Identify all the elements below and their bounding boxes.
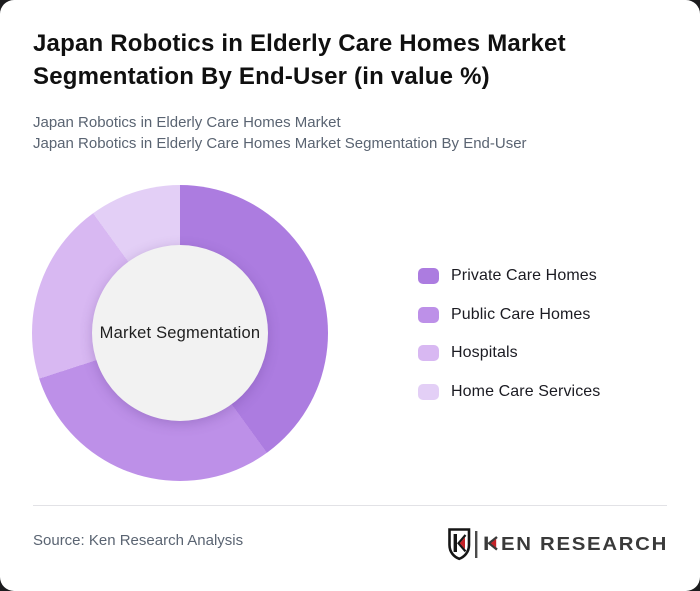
chart-legend: Private Care Homes Public Care Homes Hospi… xyxy=(418,266,600,402)
legend-item: Home Care Services xyxy=(418,382,600,402)
donut-center-label: Market Segmentation xyxy=(99,323,261,342)
legend-swatch xyxy=(418,268,439,284)
legend-label: Private Care Homes xyxy=(451,267,597,284)
logo-shield-red-triangle xyxy=(459,537,465,549)
logo-k-red-triangle xyxy=(490,539,497,548)
legend-item: Public Care Homes xyxy=(418,305,600,325)
logo-k-glyph xyxy=(484,536,498,551)
subtitle-line-1: Japan Robotics in Elderly Care Homes Mar… xyxy=(33,114,341,131)
logo-divider xyxy=(475,531,478,558)
legend-item: Private Care Homes xyxy=(418,266,600,286)
legend-label: Home Care Services xyxy=(451,382,601,400)
legend-label: Public Care Homes xyxy=(451,305,591,323)
legend-swatch xyxy=(418,306,439,323)
footer-divider xyxy=(33,505,667,506)
donut-hole: Market Segmentation xyxy=(92,245,268,421)
donut-chart: Market Segmentation xyxy=(32,185,328,481)
page-title: Japan Robotics in Elderly Care Homes Mar… xyxy=(33,30,566,90)
legend-item: Hospitals xyxy=(418,343,600,363)
logo-shield-icon xyxy=(448,528,471,561)
legend-swatch xyxy=(418,345,439,361)
chart-subtitles: Japan Robotics in Elderly Care Homes Mar… xyxy=(33,112,527,154)
logo-wordmark: EN RESEARCH xyxy=(501,534,668,554)
source-text: Source: Ken Research Analysis xyxy=(33,532,244,549)
ken-research-logo: EN RESEARCH xyxy=(448,528,668,561)
legend-swatch xyxy=(418,383,439,400)
legend-label: Hospitals xyxy=(451,344,518,361)
subtitle-line-2: Japan Robotics in Elderly Care Homes Mar… xyxy=(33,135,527,152)
